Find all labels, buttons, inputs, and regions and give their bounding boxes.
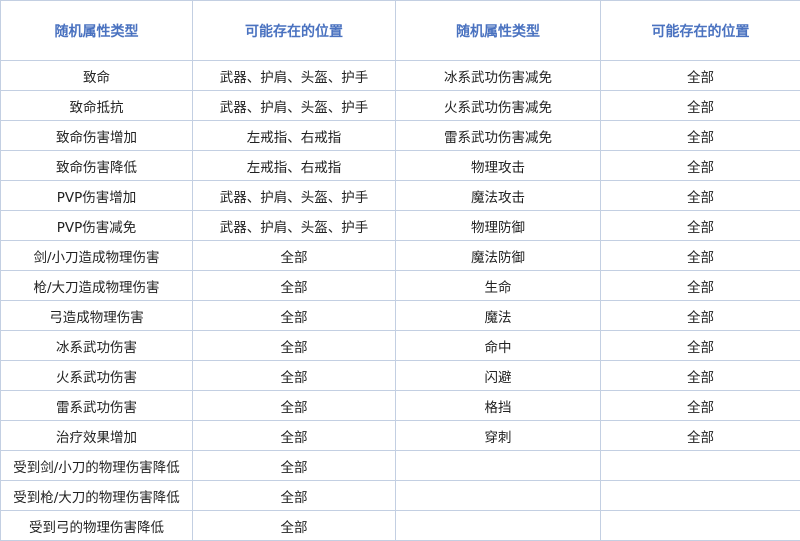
location-cell: 全部 (600, 90, 800, 121)
location-cell: 全部 (192, 360, 396, 391)
attr-type-cell: 物理防御 (395, 210, 601, 241)
header-attr-type-2: 随机属性类型 (395, 0, 601, 61)
attr-type-cell: 火系武功伤害减免 (395, 90, 601, 121)
attr-type-cell (395, 450, 601, 481)
location-cell: 武器、护肩、头盔、护手 (192, 60, 396, 91)
location-cell (600, 450, 800, 481)
attr-type-cell: 致命伤害降低 (0, 150, 193, 181)
location-cell: 全部 (600, 180, 800, 211)
table-row: 弓造成物理伤害 全部 魔法 全部 (0, 300, 800, 331)
attr-type-cell: 雷系武功伤害 (0, 390, 193, 421)
location-cell: 全部 (600, 150, 800, 181)
location-cell: 武器、护肩、头盔、护手 (192, 90, 396, 121)
attr-type-cell: 剑/小刀造成物理伤害 (0, 240, 193, 271)
table-row: 受到剑/小刀的物理伤害降低 全部 (0, 450, 800, 481)
attr-type-cell (395, 510, 601, 541)
attr-type-cell: 弓造成物理伤害 (0, 300, 193, 331)
attr-type-cell: 治疗效果增加 (0, 420, 193, 451)
attr-type-cell: 物理攻击 (395, 150, 601, 181)
location-cell: 武器、护肩、头盔、护手 (192, 210, 396, 241)
location-cell: 全部 (600, 330, 800, 361)
attr-type-cell: 枪/大刀造成物理伤害 (0, 270, 193, 301)
location-cell: 全部 (600, 120, 800, 151)
header-location-2: 可能存在的位置 (600, 0, 800, 61)
location-cell: 全部 (600, 210, 800, 241)
attr-type-cell: 生命 (395, 270, 601, 301)
table-row: 火系武功伤害 全部 闪避 全部 (0, 360, 800, 391)
location-cell: 左戒指、右戒指 (192, 150, 396, 181)
attr-type-cell: 冰系武功伤害 (0, 330, 193, 361)
table-row: 雷系武功伤害 全部 格挡 全部 (0, 390, 800, 421)
table-row: 致命 武器、护肩、头盔、护手 冰系武功伤害减免 全部 (0, 60, 800, 91)
table-row: 治疗效果增加 全部 穿刺 全部 (0, 420, 800, 451)
location-cell: 全部 (600, 360, 800, 391)
attr-type-cell: 受到剑/小刀的物理伤害降低 (0, 450, 193, 481)
location-cell: 全部 (192, 240, 396, 271)
attr-type-cell: PVP伤害减免 (0, 210, 193, 241)
header-row: 随机属性类型 可能存在的位置 随机属性类型 可能存在的位置 (0, 0, 800, 61)
location-cell: 全部 (600, 300, 800, 331)
location-cell: 全部 (192, 300, 396, 331)
attr-type-cell: 穿刺 (395, 420, 601, 451)
table-row: 致命伤害增加 左戒指、右戒指 雷系武功伤害减免 全部 (0, 120, 800, 151)
table-row: 致命抵抗 武器、护肩、头盔、护手 火系武功伤害减免 全部 (0, 90, 800, 121)
attr-type-cell: 魔法防御 (395, 240, 601, 271)
attr-type-cell: 命中 (395, 330, 601, 361)
header-attr-type: 随机属性类型 (0, 0, 193, 61)
location-cell: 全部 (600, 240, 800, 271)
attr-type-cell: 火系武功伤害 (0, 360, 193, 391)
header-location: 可能存在的位置 (192, 0, 396, 61)
table-row: PVP伤害减免 武器、护肩、头盔、护手 物理防御 全部 (0, 210, 800, 241)
location-cell: 全部 (600, 420, 800, 451)
attr-type-cell: 闪避 (395, 360, 601, 391)
location-cell: 全部 (192, 270, 396, 301)
location-cell: 左戒指、右戒指 (192, 120, 396, 151)
attr-type-cell (395, 480, 601, 511)
location-cell: 全部 (600, 390, 800, 421)
location-cell: 全部 (192, 480, 396, 511)
attr-type-cell: 魔法攻击 (395, 180, 601, 211)
attr-type-cell: 致命 (0, 60, 193, 91)
location-cell: 全部 (192, 390, 396, 421)
attr-type-cell: 受到弓的物理伤害降低 (0, 510, 193, 541)
table-row: 致命伤害降低 左戒指、右戒指 物理攻击 全部 (0, 150, 800, 181)
location-cell: 全部 (192, 330, 396, 361)
attr-type-cell: 受到枪/大刀的物理伤害降低 (0, 480, 193, 511)
location-cell: 全部 (192, 420, 396, 451)
attr-type-cell: 雷系武功伤害减免 (395, 120, 601, 151)
location-cell: 武器、护肩、头盔、护手 (192, 180, 396, 211)
table-row: PVP伤害增加 武器、护肩、头盔、护手 魔法攻击 全部 (0, 180, 800, 211)
attr-type-cell: 致命伤害增加 (0, 120, 193, 151)
table-row: 受到弓的物理伤害降低 全部 (0, 510, 800, 541)
location-cell (600, 480, 800, 511)
attr-type-cell: 格挡 (395, 390, 601, 421)
location-cell: 全部 (192, 450, 396, 481)
attr-type-cell: 冰系武功伤害减免 (395, 60, 601, 91)
table-row: 剑/小刀造成物理伤害 全部 魔法防御 全部 (0, 240, 800, 271)
attr-type-cell: 致命抵抗 (0, 90, 193, 121)
location-cell: 全部 (600, 60, 800, 91)
location-cell: 全部 (192, 510, 396, 541)
location-cell: 全部 (600, 270, 800, 301)
table-row: 冰系武功伤害 全部 命中 全部 (0, 330, 800, 361)
table-row: 枪/大刀造成物理伤害 全部 生命 全部 (0, 270, 800, 301)
attr-type-cell: 魔法 (395, 300, 601, 331)
location-cell (600, 510, 800, 541)
table-row: 受到枪/大刀的物理伤害降低 全部 (0, 480, 800, 511)
attr-type-cell: PVP伤害增加 (0, 180, 193, 211)
